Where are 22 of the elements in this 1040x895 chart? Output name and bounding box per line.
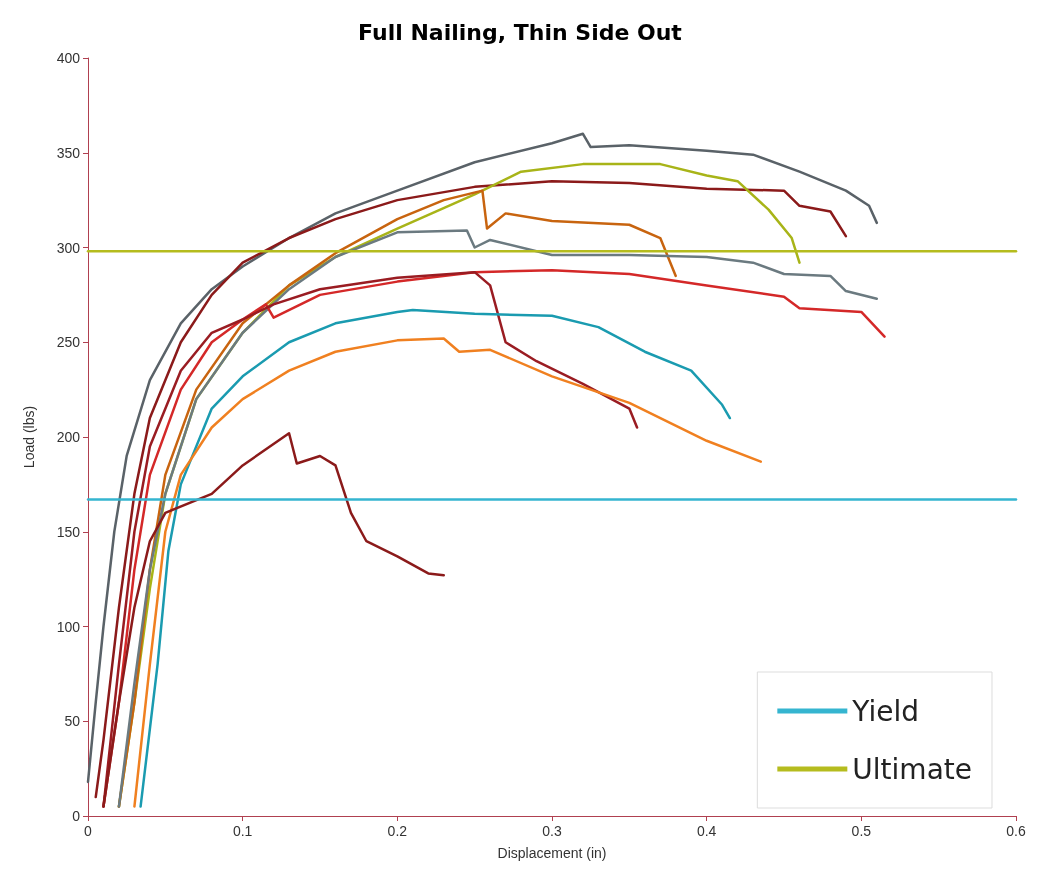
y-axis-title: Load (lbs): [21, 405, 37, 469]
x-tick-label: 0.2: [387, 823, 408, 839]
y-tick-label: 200: [56, 429, 81, 445]
x-tick-label: 0.6: [1006, 823, 1026, 839]
y-tick-label: 300: [56, 239, 81, 256]
x-tick-label: 0.4: [696, 823, 717, 839]
chart-title: Full Nailing, Thin Side Out: [358, 19, 683, 45]
x-axis-title: Displacement (in): [497, 845, 607, 861]
y-tick-label: 100: [56, 618, 81, 635]
y-tick-label: 150: [56, 523, 81, 540]
legend-label: Ultimate: [852, 752, 972, 786]
x-tick-label: 0: [84, 823, 93, 839]
y-tick-label: 0: [72, 808, 81, 824]
x-tick-label: 0.5: [851, 823, 872, 839]
line-series: [102, 431, 445, 808]
y-tick-label: 350: [56, 144, 81, 161]
y-tick-label: 50: [64, 713, 81, 730]
x-tick-label: 0.1: [232, 823, 253, 839]
y-tick-label: 400: [56, 50, 81, 66]
y-tick-label: 250: [56, 334, 81, 351]
legend-label: Yield: [851, 694, 919, 728]
x-tick-label: 0.3: [542, 823, 562, 839]
